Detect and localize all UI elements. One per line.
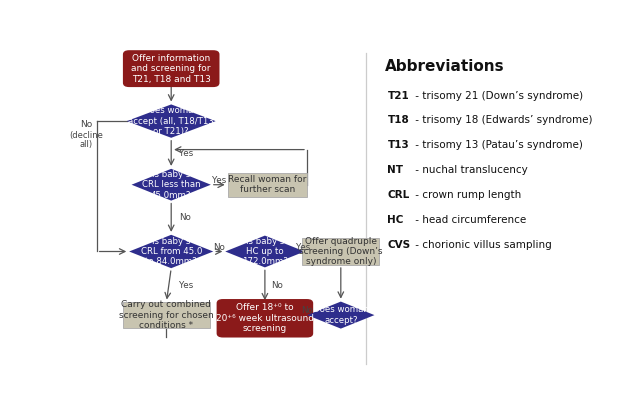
Text: - trisomy 21 (Down’s syndrome): - trisomy 21 (Down’s syndrome) <box>412 91 583 101</box>
Text: Yes: Yes <box>179 281 193 290</box>
Text: Yes: Yes <box>296 242 311 252</box>
Text: No: No <box>301 306 313 315</box>
Text: - head circumference: - head circumference <box>412 215 526 225</box>
Text: No: No <box>80 120 92 129</box>
FancyBboxPatch shape <box>123 302 210 328</box>
Text: Recall woman for
further scan: Recall woman for further scan <box>228 175 306 195</box>
FancyBboxPatch shape <box>216 299 313 337</box>
Text: HC: HC <box>388 215 404 225</box>
Text: all): all) <box>79 140 93 150</box>
FancyBboxPatch shape <box>228 173 307 197</box>
Text: Carry out combined
screening for chosen
conditions *: Carry out combined screening for chosen … <box>119 300 214 330</box>
Polygon shape <box>129 235 213 268</box>
Polygon shape <box>225 235 304 267</box>
Text: Is baby’s
HC up to
172.0mm?: Is baby’s HC up to 172.0mm? <box>242 237 288 266</box>
Text: T21: T21 <box>388 91 409 101</box>
Text: Does woman
accept?: Does woman accept? <box>313 305 369 325</box>
FancyBboxPatch shape <box>123 50 219 87</box>
Text: Is baby’s
CRL from 45.0
to 84.0mm?: Is baby’s CRL from 45.0 to 84.0mm? <box>141 237 202 266</box>
Text: - nuchal translucency: - nuchal translucency <box>412 165 528 175</box>
Text: CVS: CVS <box>388 240 410 249</box>
Text: Yes: Yes <box>212 176 226 185</box>
Polygon shape <box>307 301 374 329</box>
Text: CRL: CRL <box>388 190 410 200</box>
Polygon shape <box>131 169 211 201</box>
Text: - chorionic villus sampling: - chorionic villus sampling <box>412 240 552 249</box>
Text: Abbreviations: Abbreviations <box>385 59 505 74</box>
Text: Yes: Yes <box>179 149 193 158</box>
Text: Does woman
accept (all, T18/T13
or T21)?: Does woman accept (all, T18/T13 or T21)? <box>128 106 214 136</box>
Polygon shape <box>126 104 216 138</box>
Text: Offer quadruple
screening (Down’s
syndrome only): Offer quadruple screening (Down’s syndro… <box>299 237 383 266</box>
Text: Offer information
and screening for
T21, T18 and T13: Offer information and screening for T21,… <box>131 54 211 83</box>
Text: No: No <box>272 281 283 290</box>
Text: NT: NT <box>388 165 404 175</box>
Text: - trisomy 13 (Patau’s syndrome): - trisomy 13 (Patau’s syndrome) <box>412 140 583 150</box>
Text: - crown rump length: - crown rump length <box>412 190 521 200</box>
Text: No: No <box>179 213 191 222</box>
Text: Offer 18⁺⁰ to
20⁺⁶ week ultrasound
screening: Offer 18⁺⁰ to 20⁺⁶ week ultrasound scree… <box>216 304 314 333</box>
Text: Is baby’s
CRL less than
45.0mm?: Is baby’s CRL less than 45.0mm? <box>142 170 200 199</box>
Text: - trisomy 18 (Edwards’ syndrome): - trisomy 18 (Edwards’ syndrome) <box>412 116 593 126</box>
Text: T13: T13 <box>388 140 409 150</box>
FancyBboxPatch shape <box>303 238 379 265</box>
Text: No: No <box>213 242 225 252</box>
Text: (decline: (decline <box>69 131 103 140</box>
Text: T18: T18 <box>388 116 409 126</box>
